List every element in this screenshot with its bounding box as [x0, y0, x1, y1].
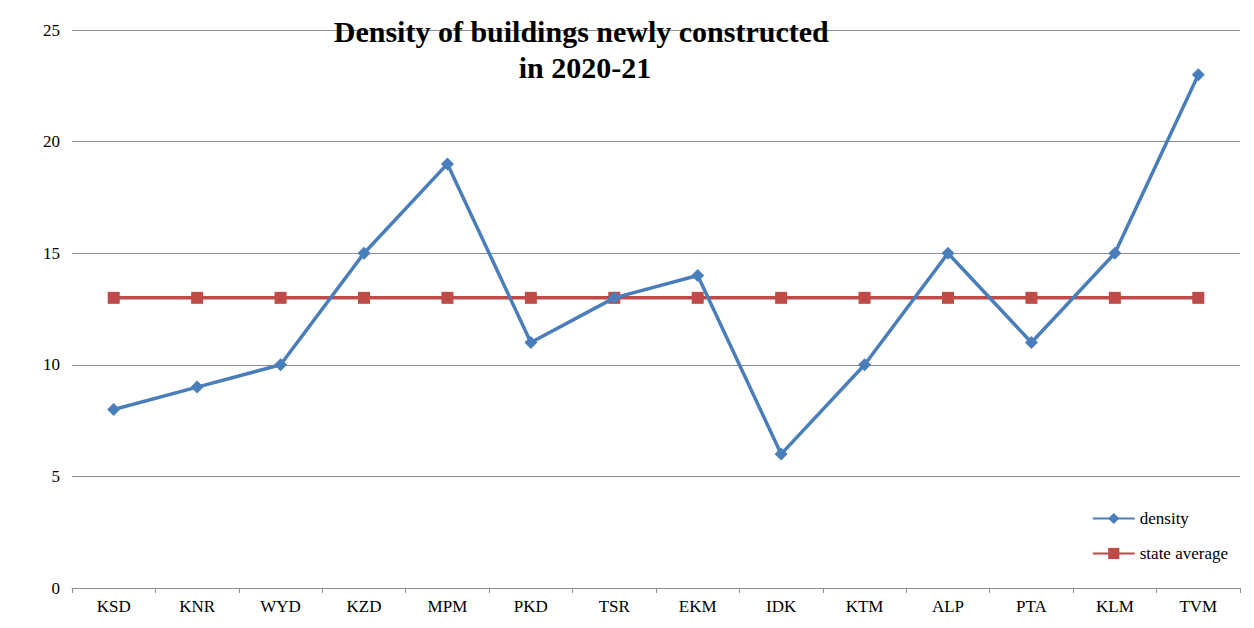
svg-text:EKM: EKM: [679, 597, 717, 616]
svg-text:KLM: KLM: [1096, 597, 1134, 616]
svg-text:25: 25: [43, 21, 60, 40]
svg-text:KTM: KTM: [846, 597, 884, 616]
svg-text:Density of buildings newly con: Density of buildings newly constructed: [334, 15, 837, 48]
svg-text:MPM: MPM: [428, 597, 468, 616]
svg-text:PTA: PTA: [1016, 597, 1047, 616]
svg-text:TSR: TSR: [599, 597, 631, 616]
svg-text:KNR: KNR: [179, 597, 216, 616]
svg-text:state average: state average: [1140, 544, 1228, 563]
svg-text:10: 10: [43, 355, 60, 374]
svg-text:20: 20: [43, 132, 60, 151]
svg-text:KSD: KSD: [97, 597, 131, 616]
svg-text:PKD: PKD: [514, 597, 548, 616]
svg-text:WYD: WYD: [260, 597, 301, 616]
svg-text:IDK: IDK: [766, 597, 797, 616]
svg-text:ALP: ALP: [932, 597, 964, 616]
svg-text:5: 5: [52, 467, 61, 486]
svg-text:0: 0: [52, 579, 61, 598]
svg-text:15: 15: [43, 244, 60, 263]
svg-text:TVM: TVM: [1179, 597, 1217, 616]
svg-text:in 2020-21: in 2020-21: [519, 51, 652, 84]
svg-text:density: density: [1140, 509, 1190, 528]
svg-text:KZD: KZD: [347, 597, 382, 616]
